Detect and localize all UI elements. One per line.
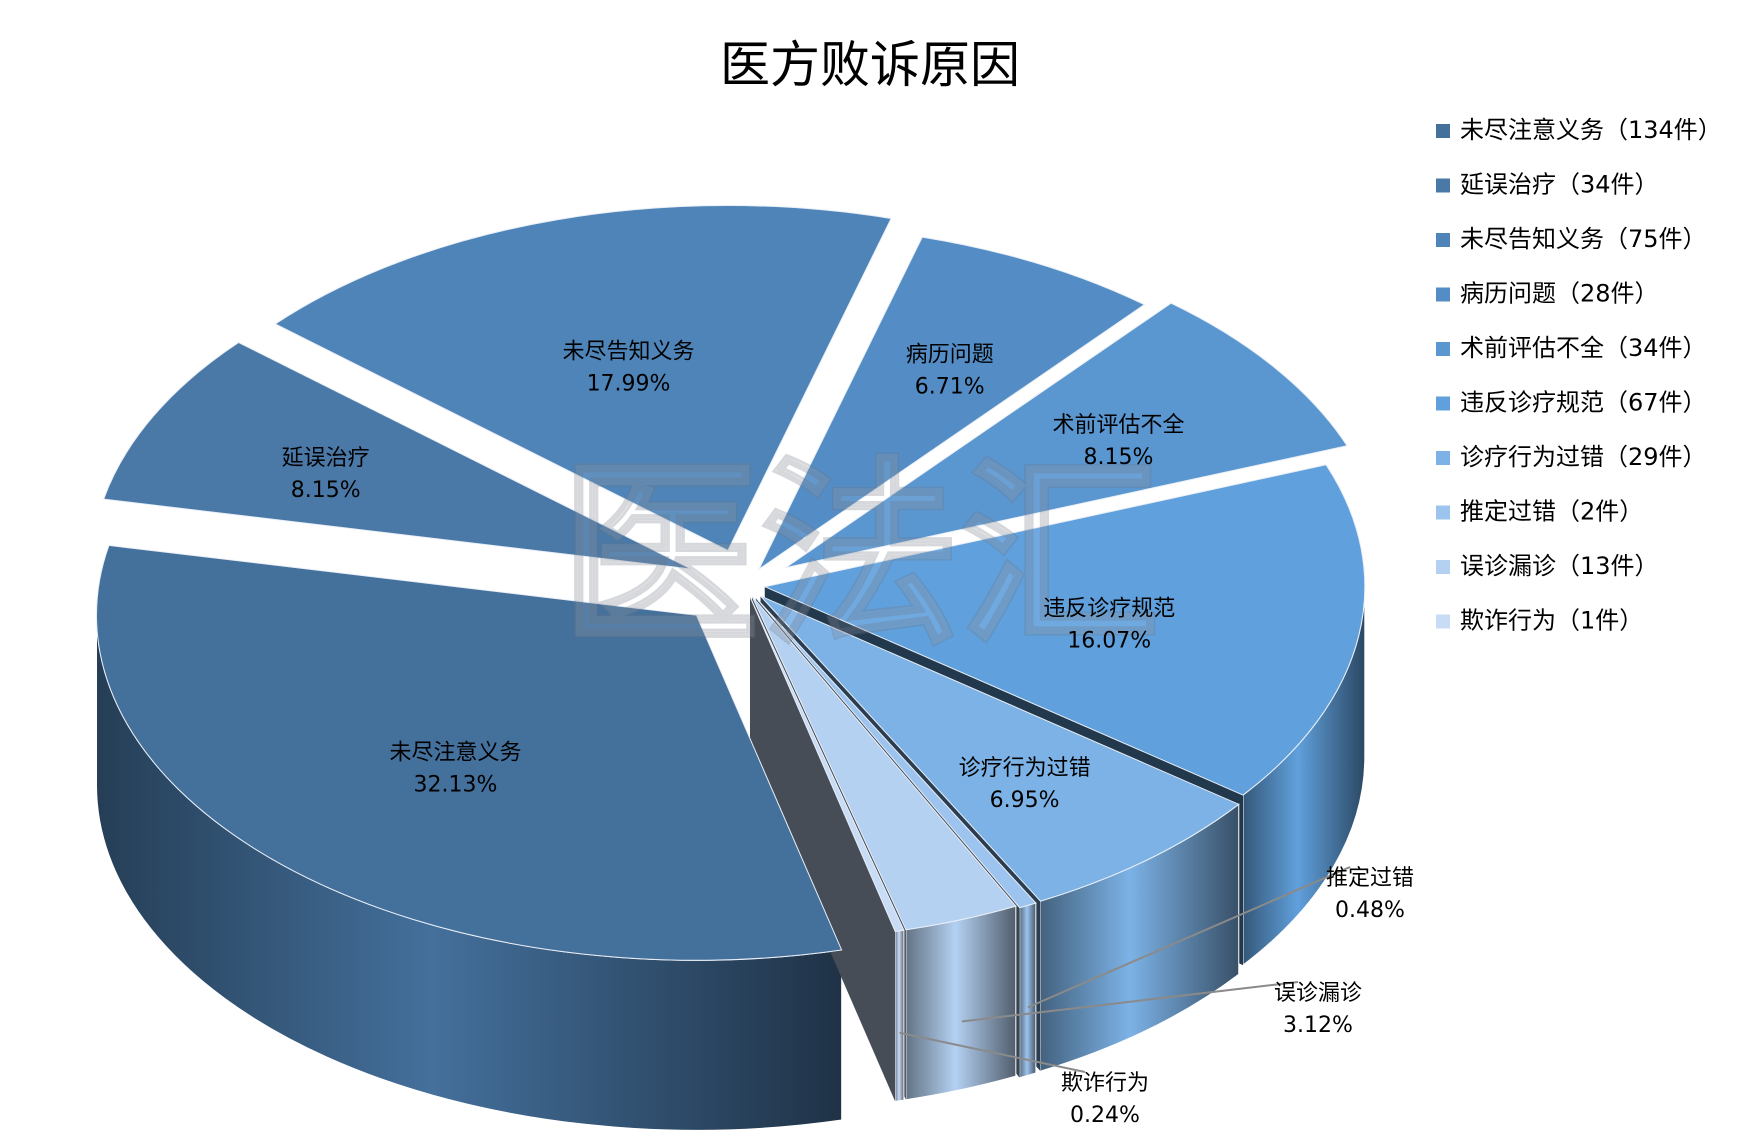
slice-percent-推定过错: 0.48% — [1335, 898, 1405, 923]
slice-percent-违反诊疗规范: 16.07% — [1067, 628, 1151, 653]
legend-item-未尽注意义务: 未尽注意义务（134件） — [1460, 116, 1722, 144]
legend-swatch-未尽注意义务 — [1436, 124, 1450, 138]
slice-percent-欺诈行为: 0.24% — [1070, 1103, 1140, 1128]
slice-label-未尽注意义务: 未尽注意义务 — [389, 741, 521, 766]
leader-line-欺诈行为 — [899, 1031, 1086, 1073]
slice-side-误诊漏诊 — [905, 905, 1017, 1101]
slice-label-误诊漏诊: 误诊漏诊 — [1274, 981, 1362, 1006]
legend-item-推定过错: 推定过错（2件） — [1460, 498, 1643, 526]
slice-诊疗行为过错 — [760, 595, 1240, 902]
slice-欺诈行为 — [749, 596, 905, 932]
slice-percent-病历问题: 6.71% — [915, 375, 985, 400]
slice-label-推定过错: 推定过错 — [1326, 866, 1414, 891]
leader-line-误诊漏诊 — [961, 981, 1299, 1023]
slice-未尽告知义务 — [274, 205, 892, 552]
legend-item-病历问题: 病历问题（28件） — [1460, 280, 1659, 308]
chart-title: 医方败诉原因 — [720, 36, 1020, 94]
slice-percent-延误治疗: 8.15% — [291, 478, 361, 503]
legend: 未尽注意义务（134件） 延误治疗（34件） 未尽告知义务（75件） 病历问题（28件… — [1436, 116, 1722, 635]
slice-术前评估不全 — [785, 302, 1348, 569]
slice-label-诊疗行为过错: 诊疗行为过错 — [959, 756, 1091, 781]
slice-label-术前评估不全: 术前评估不全 — [1052, 413, 1184, 438]
pie-top-faces — [96, 205, 1366, 961]
slice-label-延误治疗: 延误治疗 — [282, 446, 370, 471]
leader-line-推定过错 — [1027, 866, 1351, 1009]
slice-病历问题 — [757, 236, 1146, 571]
slice-side-欺诈行为 — [894, 929, 905, 1102]
slice-percent-误诊漏诊: 3.12% — [1283, 1013, 1353, 1038]
data-labels: 未尽注意义务 32.13% 延误治疗 8.15% 未尽告知义务 17.99% 病历问题 6.7… — [282, 340, 1414, 1128]
legend-swatch-诊疗行为过错 — [1436, 451, 1450, 465]
legend-swatch-未尽告知义务 — [1436, 233, 1450, 247]
slice-percent-诊疗行为过错: 6.95% — [990, 788, 1060, 813]
slice-推定过错 — [755, 597, 1037, 909]
slice-延误治疗 — [102, 341, 692, 570]
legend-item-违反诊疗规范: 违反诊疗规范（67件） — [1460, 389, 1707, 417]
slice-未尽注意义务 — [96, 544, 843, 961]
legend-item-延误治疗: 延误治疗（34件） — [1460, 171, 1659, 199]
slice-percent-未尽告知义务: 17.99% — [587, 372, 671, 397]
legend-swatch-误诊漏诊 — [1436, 560, 1450, 574]
watermark: 医法汇 — [560, 440, 1160, 673]
slice-违反诊疗规范 — [763, 464, 1366, 796]
legend-swatch-病历问题 — [1436, 287, 1450, 302]
slice-label-欺诈行为: 欺诈行为 — [1061, 1071, 1149, 1096]
legend-item-未尽告知义务: 未尽告知义务（75件） — [1460, 225, 1707, 253]
slice-label-违反诊疗规范: 违反诊疗规范 — [1043, 596, 1175, 621]
slice-cut-欺诈行为 — [749, 596, 896, 1102]
slice-误诊漏诊 — [751, 595, 1017, 931]
legend-item-误诊漏诊: 误诊漏诊（13件） — [1460, 552, 1659, 580]
legend-swatch-欺诈行为 — [1436, 614, 1450, 629]
slice-percent-未尽注意义务: 32.13% — [414, 773, 498, 798]
legend-item-欺诈行为: 欺诈行为（1件） — [1460, 607, 1643, 635]
leader-lines — [899, 866, 1351, 1073]
legend-swatch-术前评估不全 — [1436, 342, 1450, 356]
slice-label-病历问题: 病历问题 — [906, 343, 994, 368]
slice-label-未尽告知义务: 未尽告知义务 — [563, 340, 695, 365]
legend-swatch-违反诊疗规范 — [1436, 396, 1450, 411]
legend-item-术前评估不全: 术前评估不全（34件） — [1460, 334, 1707, 362]
slice-side-推定过错 — [1019, 902, 1037, 1079]
legend-swatch-推定过错 — [1436, 505, 1450, 520]
legend-swatch-延误治疗 — [1436, 178, 1450, 193]
legend-item-诊疗行为过错: 诊疗行为过错（29件） — [1460, 443, 1707, 471]
slice-percent-术前评估不全: 8.15% — [1084, 445, 1154, 470]
